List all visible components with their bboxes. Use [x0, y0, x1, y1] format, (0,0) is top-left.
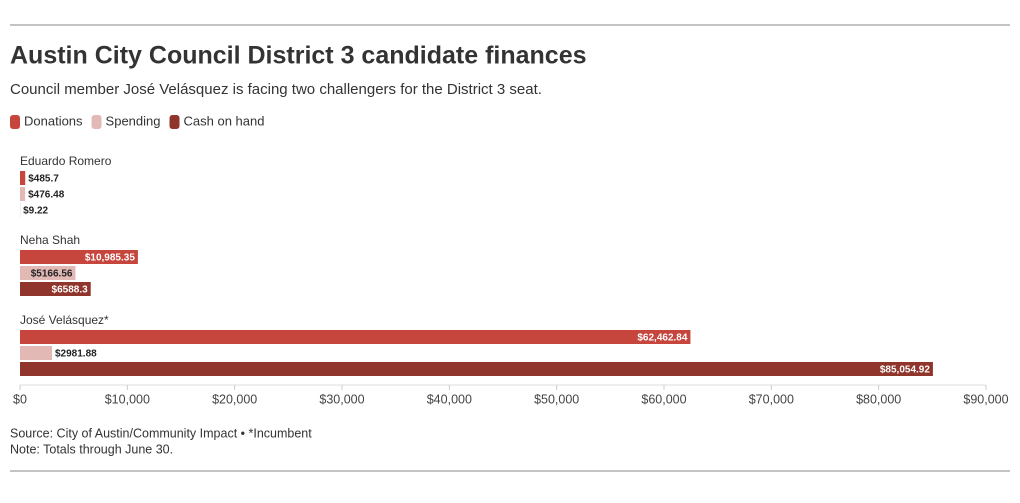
bar [20, 171, 25, 185]
legend-swatch [92, 115, 102, 129]
x-tick-label: $10,000 [105, 392, 150, 406]
legend-label: Donations [24, 113, 83, 128]
value-label: $5166.56 [31, 269, 73, 280]
legend-label: Spending [106, 113, 161, 128]
chart-title: Austin City Council District 3 candidate… [10, 42, 587, 70]
x-tick-label: $80,000 [856, 392, 901, 406]
x-tick-label: $50,000 [534, 392, 579, 406]
x-tick-label: $90,000 [963, 392, 1008, 406]
value-label: $62,462.84 [637, 333, 687, 344]
note: Note: Totals through June 30. [10, 442, 173, 456]
category-label: Neha Shah [20, 233, 80, 247]
value-label: $85,054.92 [880, 365, 930, 376]
x-tick-label: $0 [13, 392, 27, 406]
bar [20, 346, 52, 360]
legend-swatch [170, 115, 180, 129]
value-label: $476.48 [28, 190, 65, 201]
value-label: $2981.88 [55, 349, 97, 360]
bar [20, 362, 933, 376]
legend-label: Cash on hand [184, 113, 265, 128]
value-label: $10,985.35 [85, 253, 135, 264]
bar [20, 187, 25, 201]
x-tick-label: $40,000 [427, 392, 472, 406]
source: Source: City of Austin/Community Impact … [10, 426, 312, 440]
bar [20, 330, 690, 344]
value-label: $485.7 [28, 174, 59, 185]
x-tick-label: $20,000 [212, 392, 257, 406]
category-label: Eduardo Romero [20, 154, 112, 168]
value-label: $9.22 [23, 206, 48, 217]
x-tick-label: $70,000 [749, 392, 794, 406]
category-label: José Velásquez* [20, 313, 109, 327]
chart-subtitle: Council member José Velásquez is facing … [10, 81, 542, 98]
legend-swatch [10, 115, 20, 129]
x-tick-label: $30,000 [319, 392, 364, 406]
value-label: $6588.3 [52, 285, 89, 296]
x-tick-label: $60,000 [641, 392, 686, 406]
